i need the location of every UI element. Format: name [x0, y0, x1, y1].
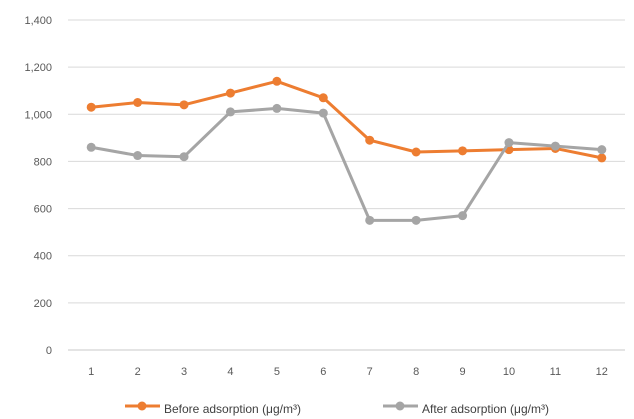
x-tick-label: 1	[88, 366, 94, 378]
y-tick-label: 400	[34, 251, 52, 263]
x-tick-label: 6	[320, 366, 326, 378]
data-point	[133, 151, 143, 161]
data-point	[86, 102, 96, 112]
x-tick-label: 2	[135, 366, 141, 378]
data-point	[179, 100, 189, 110]
x-tick-label: 7	[367, 366, 373, 378]
x-tick-label: 9	[459, 366, 465, 378]
y-axis-ticks: 0 200 400 600 800 1,000 1,200 1,400	[24, 15, 52, 357]
y-tick-label: 1,400	[24, 15, 52, 27]
data-point	[272, 103, 282, 113]
data-point	[550, 141, 560, 151]
legend-item-after: After adsorption (μg/m³)	[383, 401, 549, 416]
data-point	[225, 107, 235, 117]
data-point	[365, 215, 375, 225]
series-0	[86, 76, 607, 163]
data-point	[411, 147, 421, 157]
data-point	[179, 152, 189, 162]
legend-item-before: Before adsorption (μg/m³)	[125, 401, 301, 416]
data-point	[458, 146, 468, 156]
legend-label-before: Before adsorption (μg/m³)	[164, 402, 301, 416]
x-tick-label: 4	[227, 366, 233, 378]
legend-marker-after	[395, 401, 405, 411]
y-tick-label: 1,200	[24, 62, 52, 74]
x-axis-ticks: 1 2 3 4 5 6 7 8 9 10 11 12	[88, 366, 608, 378]
data-point	[86, 142, 96, 152]
legend-marker-before	[137, 401, 147, 411]
x-tick-label: 11	[550, 366, 561, 378]
data-point	[597, 153, 607, 163]
x-tick-label: 10	[503, 366, 515, 378]
y-tick-label: 0	[46, 345, 52, 357]
legend-label-after: After adsorption (μg/m³)	[422, 402, 549, 416]
y-tick-label: 200	[34, 298, 52, 310]
gridlines	[68, 19, 625, 351]
x-tick-label: 5	[274, 366, 280, 378]
series-layer	[86, 76, 607, 225]
data-point	[458, 211, 468, 221]
data-point	[411, 215, 421, 225]
data-point	[365, 135, 375, 145]
legend: Before adsorption (μg/m³) After adsorpti…	[125, 401, 549, 416]
x-tick-label: 8	[413, 366, 419, 378]
data-point	[318, 93, 328, 103]
data-point	[133, 98, 143, 107]
series-line	[90, 106, 602, 222]
series-line	[91, 79, 603, 160]
series-1	[86, 103, 607, 225]
data-point	[597, 145, 607, 155]
y-tick-label: 600	[34, 204, 52, 216]
data-point	[318, 108, 328, 118]
y-tick-label: 800	[34, 156, 52, 168]
data-point	[225, 88, 235, 98]
data-point	[504, 138, 514, 148]
y-tick-label: 1,000	[24, 109, 52, 121]
data-point	[272, 76, 282, 86]
x-tick-label: 3	[181, 366, 187, 378]
x-tick-label: 12	[596, 366, 608, 378]
